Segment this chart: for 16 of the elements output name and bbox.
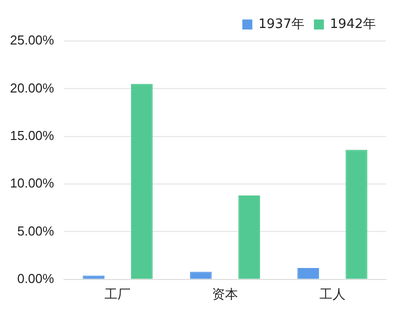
y-tick-label: 15.00%: [10, 128, 55, 143]
bar: [297, 268, 320, 279]
bar: [346, 150, 368, 279]
legend-label: 1937年: [258, 16, 304, 32]
bar: [190, 272, 212, 279]
y-tick-label: 20.00%: [10, 80, 55, 96]
bar: [131, 84, 153, 279]
y-tick-label: 10.00%: [10, 176, 55, 191]
y-tick-label: 5.00%: [17, 223, 55, 238]
y-tick-label: 25.00%: [10, 32, 55, 48]
bar: [238, 195, 260, 279]
x-tick-label: 资本: [212, 288, 238, 303]
x-tick-label: 工人: [319, 288, 346, 303]
y-tick-label: 0.00%: [17, 270, 55, 286]
x-tick-label: 工厂: [104, 288, 131, 303]
legend-label: 1942年: [330, 16, 376, 32]
